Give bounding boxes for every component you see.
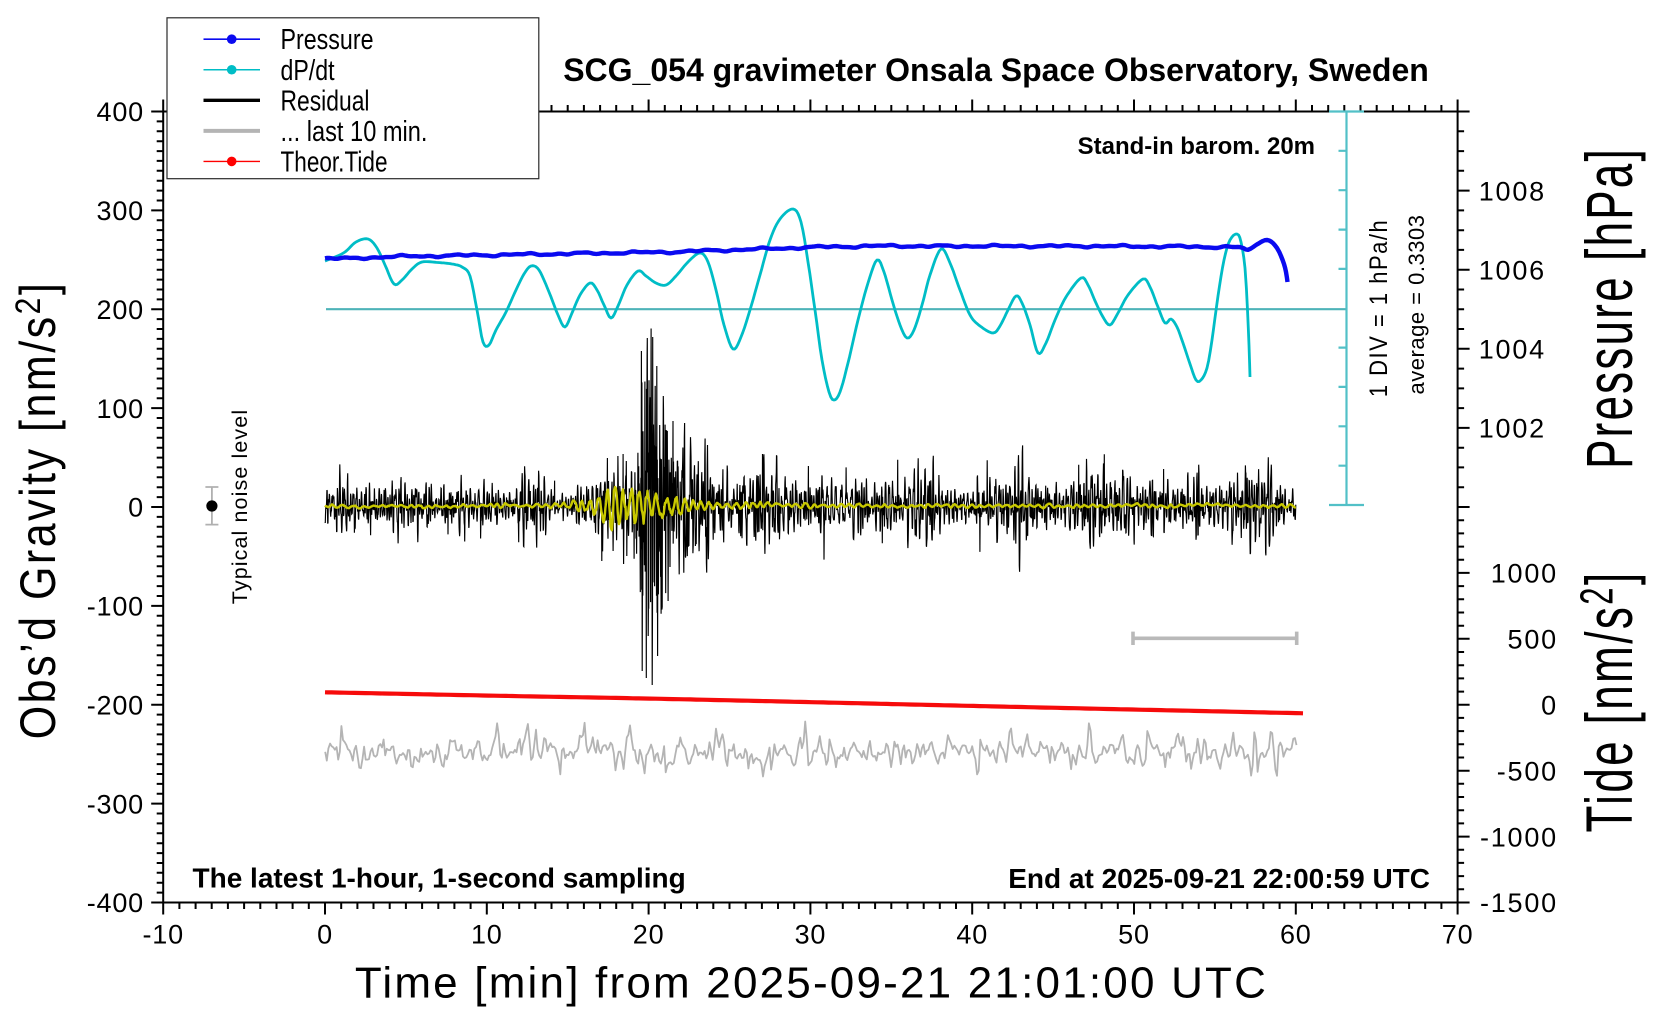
svg-text:dP/dt: dP/dt xyxy=(281,55,335,87)
svg-text:1002: 1002 xyxy=(1479,414,1546,444)
svg-text:1006: 1006 xyxy=(1479,255,1546,285)
svg-text:The latest 1-hour, 1-second sa: The latest 1-hour, 1-second sampling xyxy=(193,863,686,894)
svg-text:Obs’d Gravity [nm/s2]: Obs’d Gravity [nm/s2] xyxy=(8,281,66,740)
svg-text:... last 10 min.: ... last 10 min. xyxy=(281,116,428,148)
svg-text:Residual: Residual xyxy=(281,85,370,117)
svg-text:300: 300 xyxy=(97,196,144,226)
svg-text:40: 40 xyxy=(956,920,988,950)
svg-text:-500: -500 xyxy=(1497,756,1558,786)
svg-text:Pressure: Pressure xyxy=(281,24,374,56)
svg-text:1004: 1004 xyxy=(1479,335,1546,365)
svg-text:50: 50 xyxy=(1118,920,1150,950)
svg-text:100: 100 xyxy=(97,394,144,424)
svg-text:20: 20 xyxy=(633,920,665,950)
svg-text:-1500: -1500 xyxy=(1480,888,1558,918)
svg-text:0: 0 xyxy=(317,920,333,950)
svg-text:1000: 1000 xyxy=(1491,559,1558,589)
svg-text:-10: -10 xyxy=(142,920,183,950)
svg-text:-1000: -1000 xyxy=(1480,822,1558,852)
svg-text:Tide [nm/s2]: Tide [nm/s2] xyxy=(1571,571,1646,833)
svg-text:-400: -400 xyxy=(87,888,144,918)
svg-text:SCG_054 gravimeter Onsala Spac: SCG_054 gravimeter Onsala Space Observat… xyxy=(563,52,1429,88)
svg-text:Pressure [hPa]: Pressure [hPa] xyxy=(1572,147,1646,469)
svg-text:0: 0 xyxy=(1541,691,1558,721)
svg-text:0: 0 xyxy=(128,493,144,523)
svg-text:average = 0.3303: average = 0.3303 xyxy=(1404,215,1429,395)
svg-text:Time [min] from 2025-09-21 21:: Time [min] from 2025-09-21 21:01:00 UTC xyxy=(355,959,1268,1008)
svg-text:1008: 1008 xyxy=(1479,176,1546,206)
svg-text:500: 500 xyxy=(1508,625,1558,655)
svg-text:70: 70 xyxy=(1442,920,1474,950)
svg-text:-300: -300 xyxy=(87,789,144,819)
svg-text:-200: -200 xyxy=(87,691,144,721)
svg-text:-100: -100 xyxy=(87,592,144,622)
svg-text:60: 60 xyxy=(1280,920,1312,950)
svg-text:10: 10 xyxy=(471,920,503,950)
svg-text:30: 30 xyxy=(795,920,827,950)
svg-text:1 DIV = 1 hPa/h: 1 DIV = 1 hPa/h xyxy=(1365,219,1392,397)
svg-text:Stand-in barom. 20m: Stand-in barom. 20m xyxy=(1078,133,1315,160)
svg-text:200: 200 xyxy=(97,295,144,325)
svg-text:End at 2025-09-21 22:00:59 UTC: End at 2025-09-21 22:00:59 UTC xyxy=(1008,863,1430,894)
svg-text:Typical noise level: Typical noise level xyxy=(228,409,252,604)
svg-text:Theor.Tide: Theor.Tide xyxy=(281,146,388,178)
svg-text:400: 400 xyxy=(97,97,144,127)
